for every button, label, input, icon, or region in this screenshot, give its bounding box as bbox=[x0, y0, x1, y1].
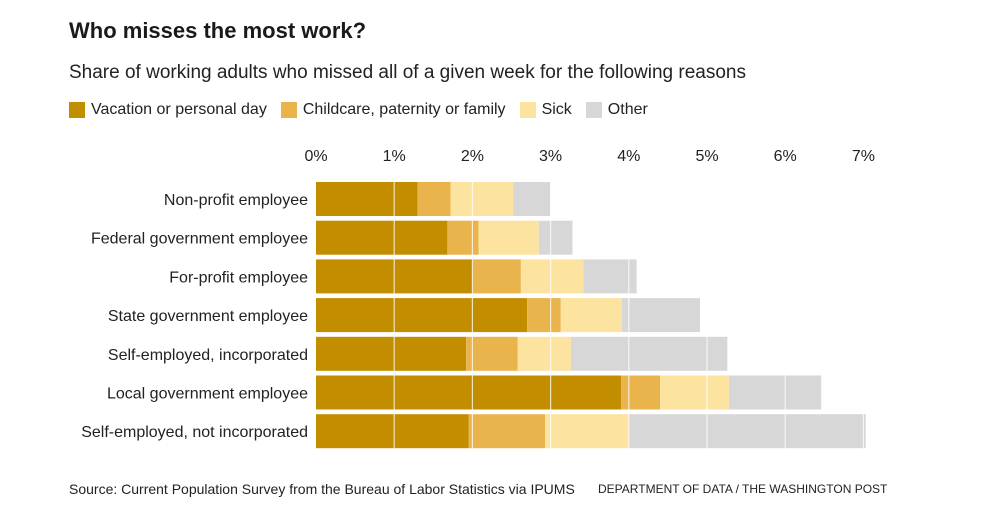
bar-segment-childcare: For-profit employee — Childcare, paterni… bbox=[472, 259, 521, 294]
credit-line: DEPARTMENT OF DATA / THE WASHINGTON POST bbox=[598, 482, 888, 496]
chart-subtitle: Share of working adults who missed all o… bbox=[69, 62, 746, 83]
x-tick-label: 7% bbox=[852, 148, 875, 165]
bar-segment-vacation: Self-employed, incorporated — Vacation o… bbox=[316, 336, 467, 371]
bar-segment-vacation: Self-employed, not incorporated — Vacati… bbox=[316, 414, 469, 449]
legend-label-childcare: Childcare, paternity or family bbox=[302, 101, 506, 118]
bar-segment-vacation: Local government employee — Vacation or … bbox=[316, 375, 621, 410]
legend-label-vacation: Vacation or personal day bbox=[91, 101, 267, 118]
bar-segment-other: Federal government employee — Other bbox=[538, 220, 573, 255]
legend-item-other: Other bbox=[585, 101, 648, 119]
category-label: Self-employed, not incorporated bbox=[81, 424, 308, 441]
bars-group: Non-profit employee — Vacation or person… bbox=[316, 182, 866, 449]
bar-segment-sick: Self-employed, not incorporated — Sick bbox=[545, 414, 629, 449]
legend-item-vacation: Vacation or personal day bbox=[69, 101, 267, 119]
bar-segment-vacation: Federal government employee — Vacation o… bbox=[316, 220, 448, 255]
category-label: Federal government employee bbox=[91, 231, 308, 248]
legend-swatch-vacation bbox=[69, 102, 85, 118]
x-tick-label: 4% bbox=[617, 148, 640, 165]
x-tick-label: 6% bbox=[774, 148, 797, 165]
legend-label-other: Other bbox=[607, 101, 648, 118]
bar-segment-other: For-profit employee — Other bbox=[583, 259, 637, 294]
bar-segment-other: Self-employed, not incorporated — Other bbox=[628, 414, 866, 449]
bar-segment-vacation: Non-profit employee — Vacation or person… bbox=[316, 182, 418, 216]
bar-segment-sick: Federal government employee — Sick bbox=[478, 220, 539, 255]
legend-swatch-other bbox=[585, 102, 602, 118]
category-label: Local government employee bbox=[107, 386, 308, 403]
bar-segment-childcare: Local government employee — Childcare, p… bbox=[620, 375, 661, 410]
category-label: Self-employed, incorporated bbox=[108, 347, 308, 364]
x-tick-label: 5% bbox=[695, 148, 718, 165]
x-tick-label: 0% bbox=[304, 148, 327, 165]
bar-segment-childcare: Federal government employee — Childcare,… bbox=[447, 220, 479, 255]
category-label: For-profit employee bbox=[169, 269, 308, 286]
source-note: Source: Current Population Survey from t… bbox=[69, 481, 575, 497]
x-tick-label: 3% bbox=[539, 148, 562, 165]
bar-segment-other: Self-employed, incorporated — Other bbox=[570, 336, 728, 371]
category-label: State government employee bbox=[108, 308, 308, 325]
x-tick-label: 2% bbox=[461, 148, 484, 165]
legend-item-childcare: Childcare, paternity or family bbox=[280, 101, 506, 119]
bar-segment-sick: Non-profit employee — Sick bbox=[450, 182, 514, 216]
bar-segment-childcare: Non-profit employee — Childcare, paterni… bbox=[417, 182, 451, 216]
bar-segment-childcare: Self-employed, not incorporated — Childc… bbox=[468, 414, 546, 449]
bar-segment-sick: Self-employed, incorporated — Sick bbox=[517, 336, 571, 371]
category-label: Non-profit employee bbox=[164, 192, 308, 209]
chart-title: Who misses the most work? bbox=[69, 18, 367, 43]
bar-segment-sick: State government employee — Sick bbox=[560, 298, 622, 333]
bar-segment-sick: Local government employee — Sick bbox=[660, 375, 729, 410]
legend: Vacation or personal day Childcare, pate… bbox=[69, 101, 662, 119]
legend-swatch-childcare bbox=[280, 102, 297, 118]
legend-swatch-sick bbox=[519, 102, 536, 118]
bar-segment-vacation: State government employee — Vacation or … bbox=[316, 298, 528, 333]
bar-segment-other: State government employee — Other bbox=[621, 298, 700, 333]
bar-segment-other: Local government employee — Other bbox=[728, 375, 822, 410]
legend-item-sick: Sick bbox=[519, 101, 572, 119]
legend-label-sick: Sick bbox=[541, 101, 572, 118]
bar-segment-childcare: Self-employed, incorporated — Childcare,… bbox=[466, 336, 518, 371]
bar-segment-sick: For-profit employee — Sick bbox=[520, 259, 584, 294]
bar-segment-other: Non-profit employee — Other bbox=[513, 182, 551, 216]
bar-segment-childcare: State government employee — Childcare, p… bbox=[527, 298, 561, 333]
x-tick-label: 1% bbox=[383, 148, 406, 165]
